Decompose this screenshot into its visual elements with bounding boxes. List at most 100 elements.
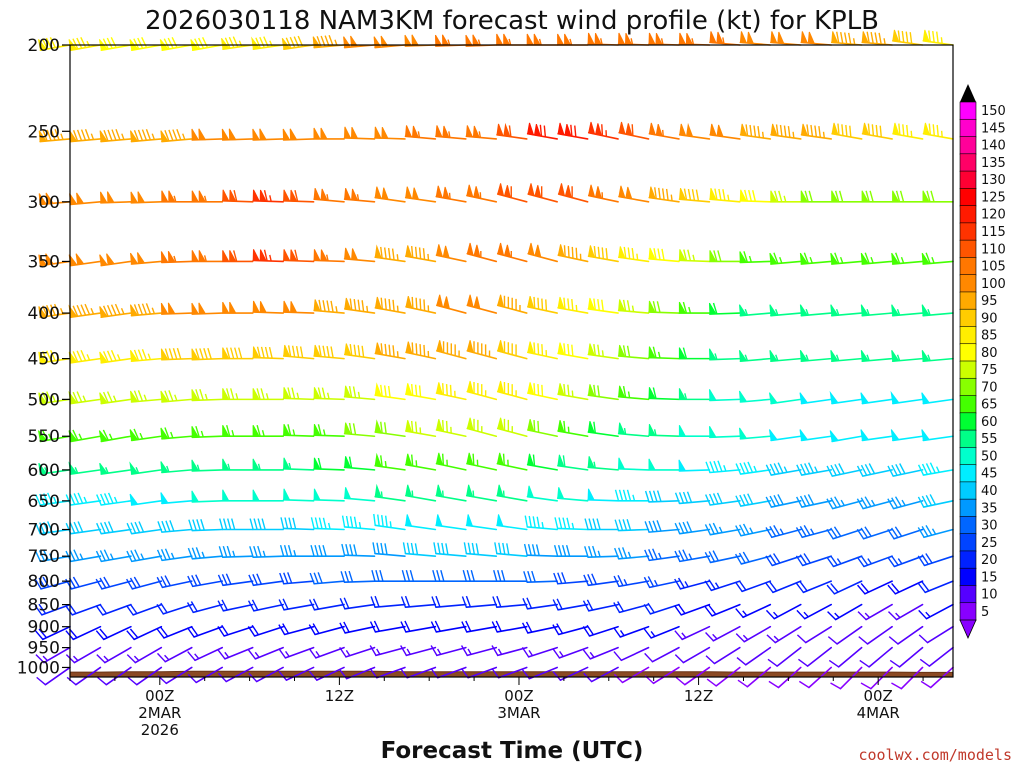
wind-barb [678,249,711,263]
wind-barb [247,624,284,637]
colorbar-label: 10 [981,588,998,603]
wind-barb [830,350,863,363]
wind-barb [704,550,741,564]
wind-barb [66,666,102,686]
wind-barb [557,296,589,314]
wind-barb [99,128,132,143]
wind-barb [891,666,924,690]
wind-barb [252,424,284,438]
wind-barb [433,542,467,557]
wind-barb [160,190,193,203]
wind-barb [402,542,437,557]
wind-barb [769,429,802,442]
wind-barb [553,572,589,585]
wind-barb [734,551,772,565]
wind-barb [921,350,954,363]
wind-barb [496,183,528,203]
wind-barb [156,602,193,615]
colorbar-swatch [959,326,977,345]
wind-barb [374,483,406,502]
wind-barb [735,523,772,537]
colorbar-label: 20 [981,553,998,568]
wind-barb [461,620,498,633]
wind-barb [38,429,71,443]
wind-barb [582,599,619,612]
wind-barb [130,191,163,204]
wind-barb [582,646,619,660]
wind-barb [343,126,376,140]
wind-barb [674,521,711,535]
wind-barb [826,496,863,510]
wind-barb [68,461,102,475]
wind-barb [435,34,467,47]
wind-barb [678,388,711,401]
wind-barb [313,127,345,140]
wind-barb [400,645,437,657]
wind-barb [830,304,863,317]
wind-barb [613,666,650,684]
wind-barb [370,595,406,609]
wind-barb [709,348,741,361]
wind-barb [709,302,741,315]
wind-barb [917,553,954,567]
wind-barb [557,420,589,438]
y-tick-label: 650 [28,492,60,512]
wind-barb [343,297,376,314]
wind-barb [856,496,893,510]
wind-barb [343,385,376,401]
colorbar-label: 80 [981,346,998,361]
wind-barb [313,423,345,438]
wind-barb [800,31,833,46]
wind-barb [369,666,406,679]
wind-barb [552,646,589,659]
wind-barb [95,625,132,641]
wind-barb [826,526,863,540]
wind-barb [643,625,680,639]
wind-barb [65,576,102,590]
wind-barb [709,426,741,439]
x-tick-label: 00Z [145,687,174,705]
wind-barb [917,524,954,539]
wind-barb [860,304,893,317]
wind-barb [400,666,437,679]
colorbar-swatch [959,429,977,449]
wind-barb [678,459,711,472]
wind-barb [313,249,345,263]
wind-barb [678,347,711,360]
wind-barb [126,625,163,641]
wind-barb [435,452,467,471]
x-tick-label: 3MAR [497,704,540,722]
wind-barb [739,251,772,264]
wind-barb [99,303,132,319]
x-axis-label: Forecast Time (UTC) [381,738,644,764]
wind-barb [557,342,589,360]
wind-barb [308,646,345,659]
wind-barb [221,424,254,438]
wind-barb [770,123,802,140]
colorbar-label: 120 [981,208,1006,223]
colorbar-swatch [959,343,977,362]
wind-barb [828,646,863,668]
wind-barb [221,458,254,471]
wind-barb [96,521,132,535]
x-tick-label: 2MAR [138,704,181,722]
x-tick-label: 00Z [863,687,892,705]
wind-barb [65,625,102,641]
wind-barb [129,461,163,475]
wind-barb [526,453,558,471]
wind-barb [38,391,71,405]
wind-barb [648,458,680,471]
y-tick-label: 700 [28,521,60,541]
wind-barb [553,545,589,557]
wind-barb [160,347,193,361]
wind-barb [769,350,802,363]
wind-barb [126,646,163,664]
colorbar-swatch [959,101,977,121]
wind-barb [493,569,528,582]
wind-barb [922,122,954,140]
wind-barb [343,343,376,360]
wind-barb [556,487,589,502]
wind-barb [527,341,558,360]
wind-barb [219,518,254,531]
wind-barb [282,488,315,502]
